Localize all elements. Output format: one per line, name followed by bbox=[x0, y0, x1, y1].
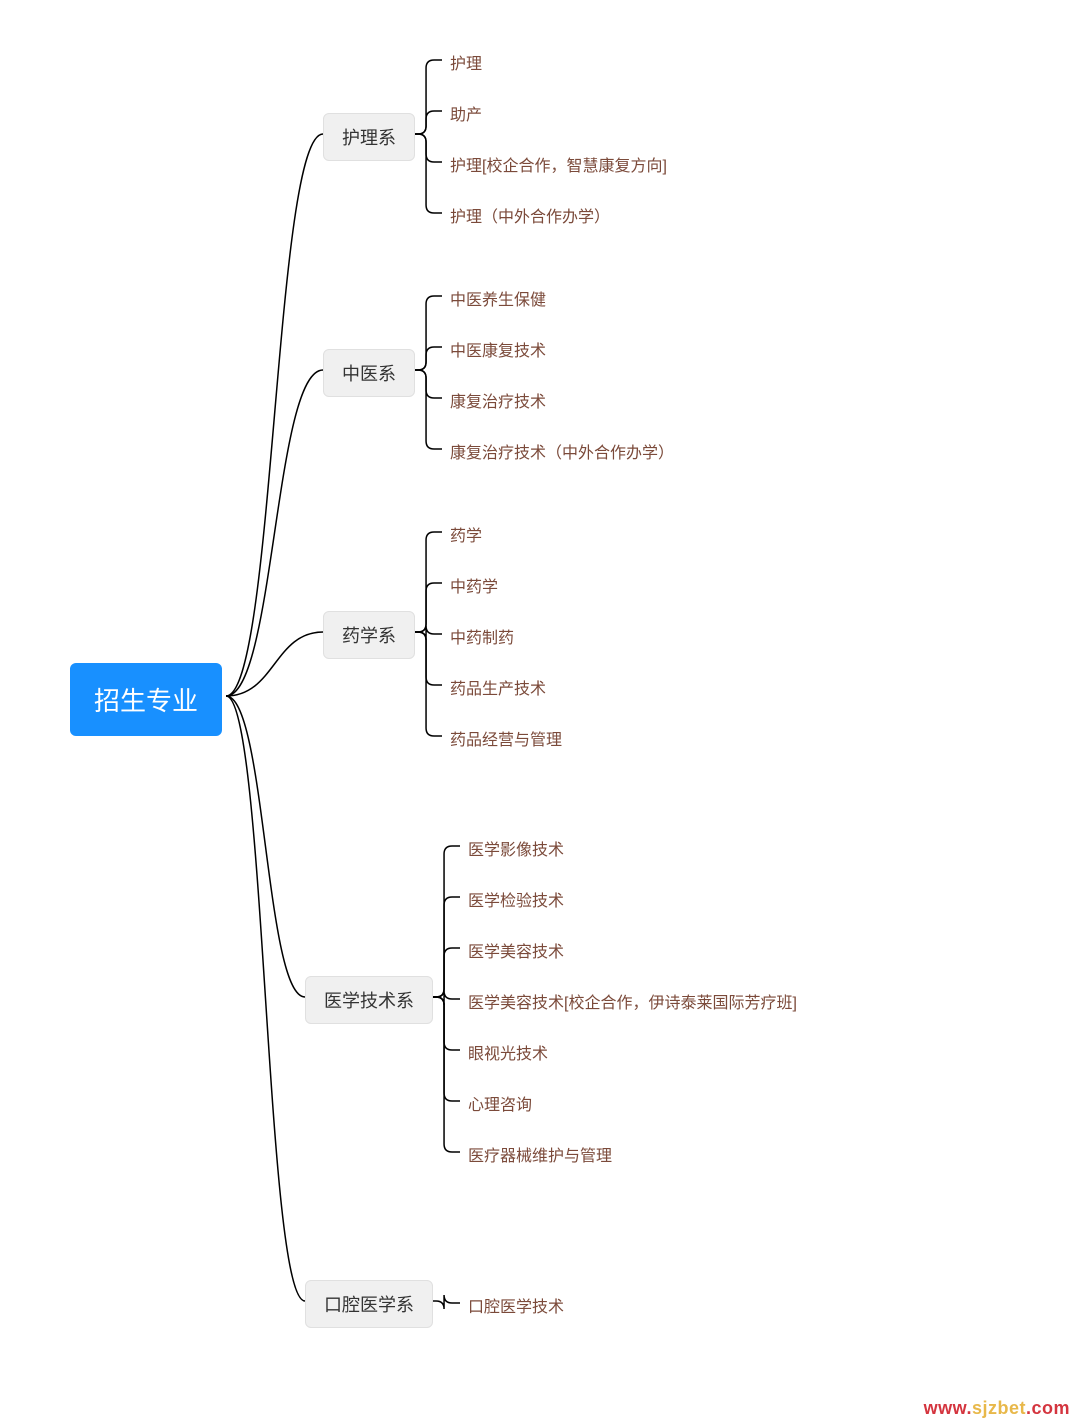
leaf-node: 中医康复技术 bbox=[450, 337, 546, 361]
leaf-node: 医疗器械维护与管理 bbox=[468, 1142, 612, 1166]
leaf-label: 眼视光技术 bbox=[468, 1046, 548, 1063]
leaf-label: 医学美容技术[校企合作，伊诗泰莱国际芳疗班] bbox=[468, 995, 797, 1012]
leaf-label: 医学检验技术 bbox=[468, 893, 564, 910]
leaf-label: 护理[校企合作，智慧康复方向] bbox=[450, 158, 667, 175]
leaf-label: 护理 bbox=[450, 56, 482, 73]
dept-label: 护理系 bbox=[342, 128, 396, 148]
leaf-label: 中医养生保健 bbox=[450, 292, 546, 309]
dept-node: 医学技术系 bbox=[305, 976, 433, 1024]
leaf-node: 口腔医学技术 bbox=[468, 1293, 564, 1317]
leaf-label: 药品生产技术 bbox=[450, 681, 546, 698]
leaf-label: 康复治疗技术（中外合作办学） bbox=[450, 445, 674, 462]
dept-label: 中医系 bbox=[342, 364, 396, 384]
dept-label: 药学系 bbox=[342, 626, 396, 646]
leaf-node: 医学检验技术 bbox=[468, 887, 564, 911]
leaf-node: 护理[校企合作，智慧康复方向] bbox=[450, 152, 667, 176]
leaf-node: 中药制药 bbox=[450, 624, 514, 648]
leaf-node: 中医养生保健 bbox=[450, 286, 546, 310]
dept-node: 护理系 bbox=[323, 113, 415, 161]
dept-node: 口腔医学系 bbox=[305, 1280, 433, 1328]
leaf-label: 药品经营与管理 bbox=[450, 732, 562, 749]
leaf-label: 助产 bbox=[450, 107, 482, 124]
dept-label: 口腔医学系 bbox=[324, 1295, 414, 1315]
leaf-node: 眼视光技术 bbox=[468, 1040, 548, 1064]
leaf-node: 护理（中外合作办学） bbox=[450, 203, 610, 227]
leaf-node: 药品生产技术 bbox=[450, 675, 546, 699]
leaf-node: 心理咨询 bbox=[468, 1091, 532, 1115]
leaf-node: 医学美容技术[校企合作，伊诗泰莱国际芳疗班] bbox=[468, 989, 797, 1013]
leaf-node: 护理 bbox=[450, 50, 482, 74]
leaf-label: 中医康复技术 bbox=[450, 343, 546, 360]
leaf-node: 医学美容技术 bbox=[468, 938, 564, 962]
watermark: www.sjzbet.com bbox=[924, 1398, 1070, 1419]
leaf-node: 助产 bbox=[450, 101, 482, 125]
dept-node: 中医系 bbox=[323, 349, 415, 397]
leaf-label: 医学美容技术 bbox=[468, 944, 564, 961]
leaf-label: 药学 bbox=[450, 528, 482, 545]
dept-node: 药学系 bbox=[323, 611, 415, 659]
dept-label: 医学技术系 bbox=[324, 991, 414, 1011]
leaf-label: 中药学 bbox=[450, 579, 498, 596]
leaf-node: 康复治疗技术（中外合作办学） bbox=[450, 439, 674, 463]
leaf-label: 中药制药 bbox=[450, 630, 514, 647]
leaf-label: 医疗器械维护与管理 bbox=[468, 1148, 612, 1165]
leaf-node: 药学 bbox=[450, 522, 482, 546]
leaf-node: 中药学 bbox=[450, 573, 498, 597]
leaf-label: 护理（中外合作办学） bbox=[450, 209, 610, 226]
leaf-node: 医学影像技术 bbox=[468, 836, 564, 860]
leaf-label: 康复治疗技术 bbox=[450, 394, 546, 411]
root-node: 招生专业 bbox=[70, 663, 222, 736]
root-label: 招生专业 bbox=[94, 686, 198, 716]
leaf-node: 药品经营与管理 bbox=[450, 726, 562, 750]
leaf-label: 口腔医学技术 bbox=[468, 1299, 564, 1316]
leaf-label: 医学影像技术 bbox=[468, 842, 564, 859]
leaf-node: 康复治疗技术 bbox=[450, 388, 546, 412]
leaf-label: 心理咨询 bbox=[468, 1097, 532, 1114]
